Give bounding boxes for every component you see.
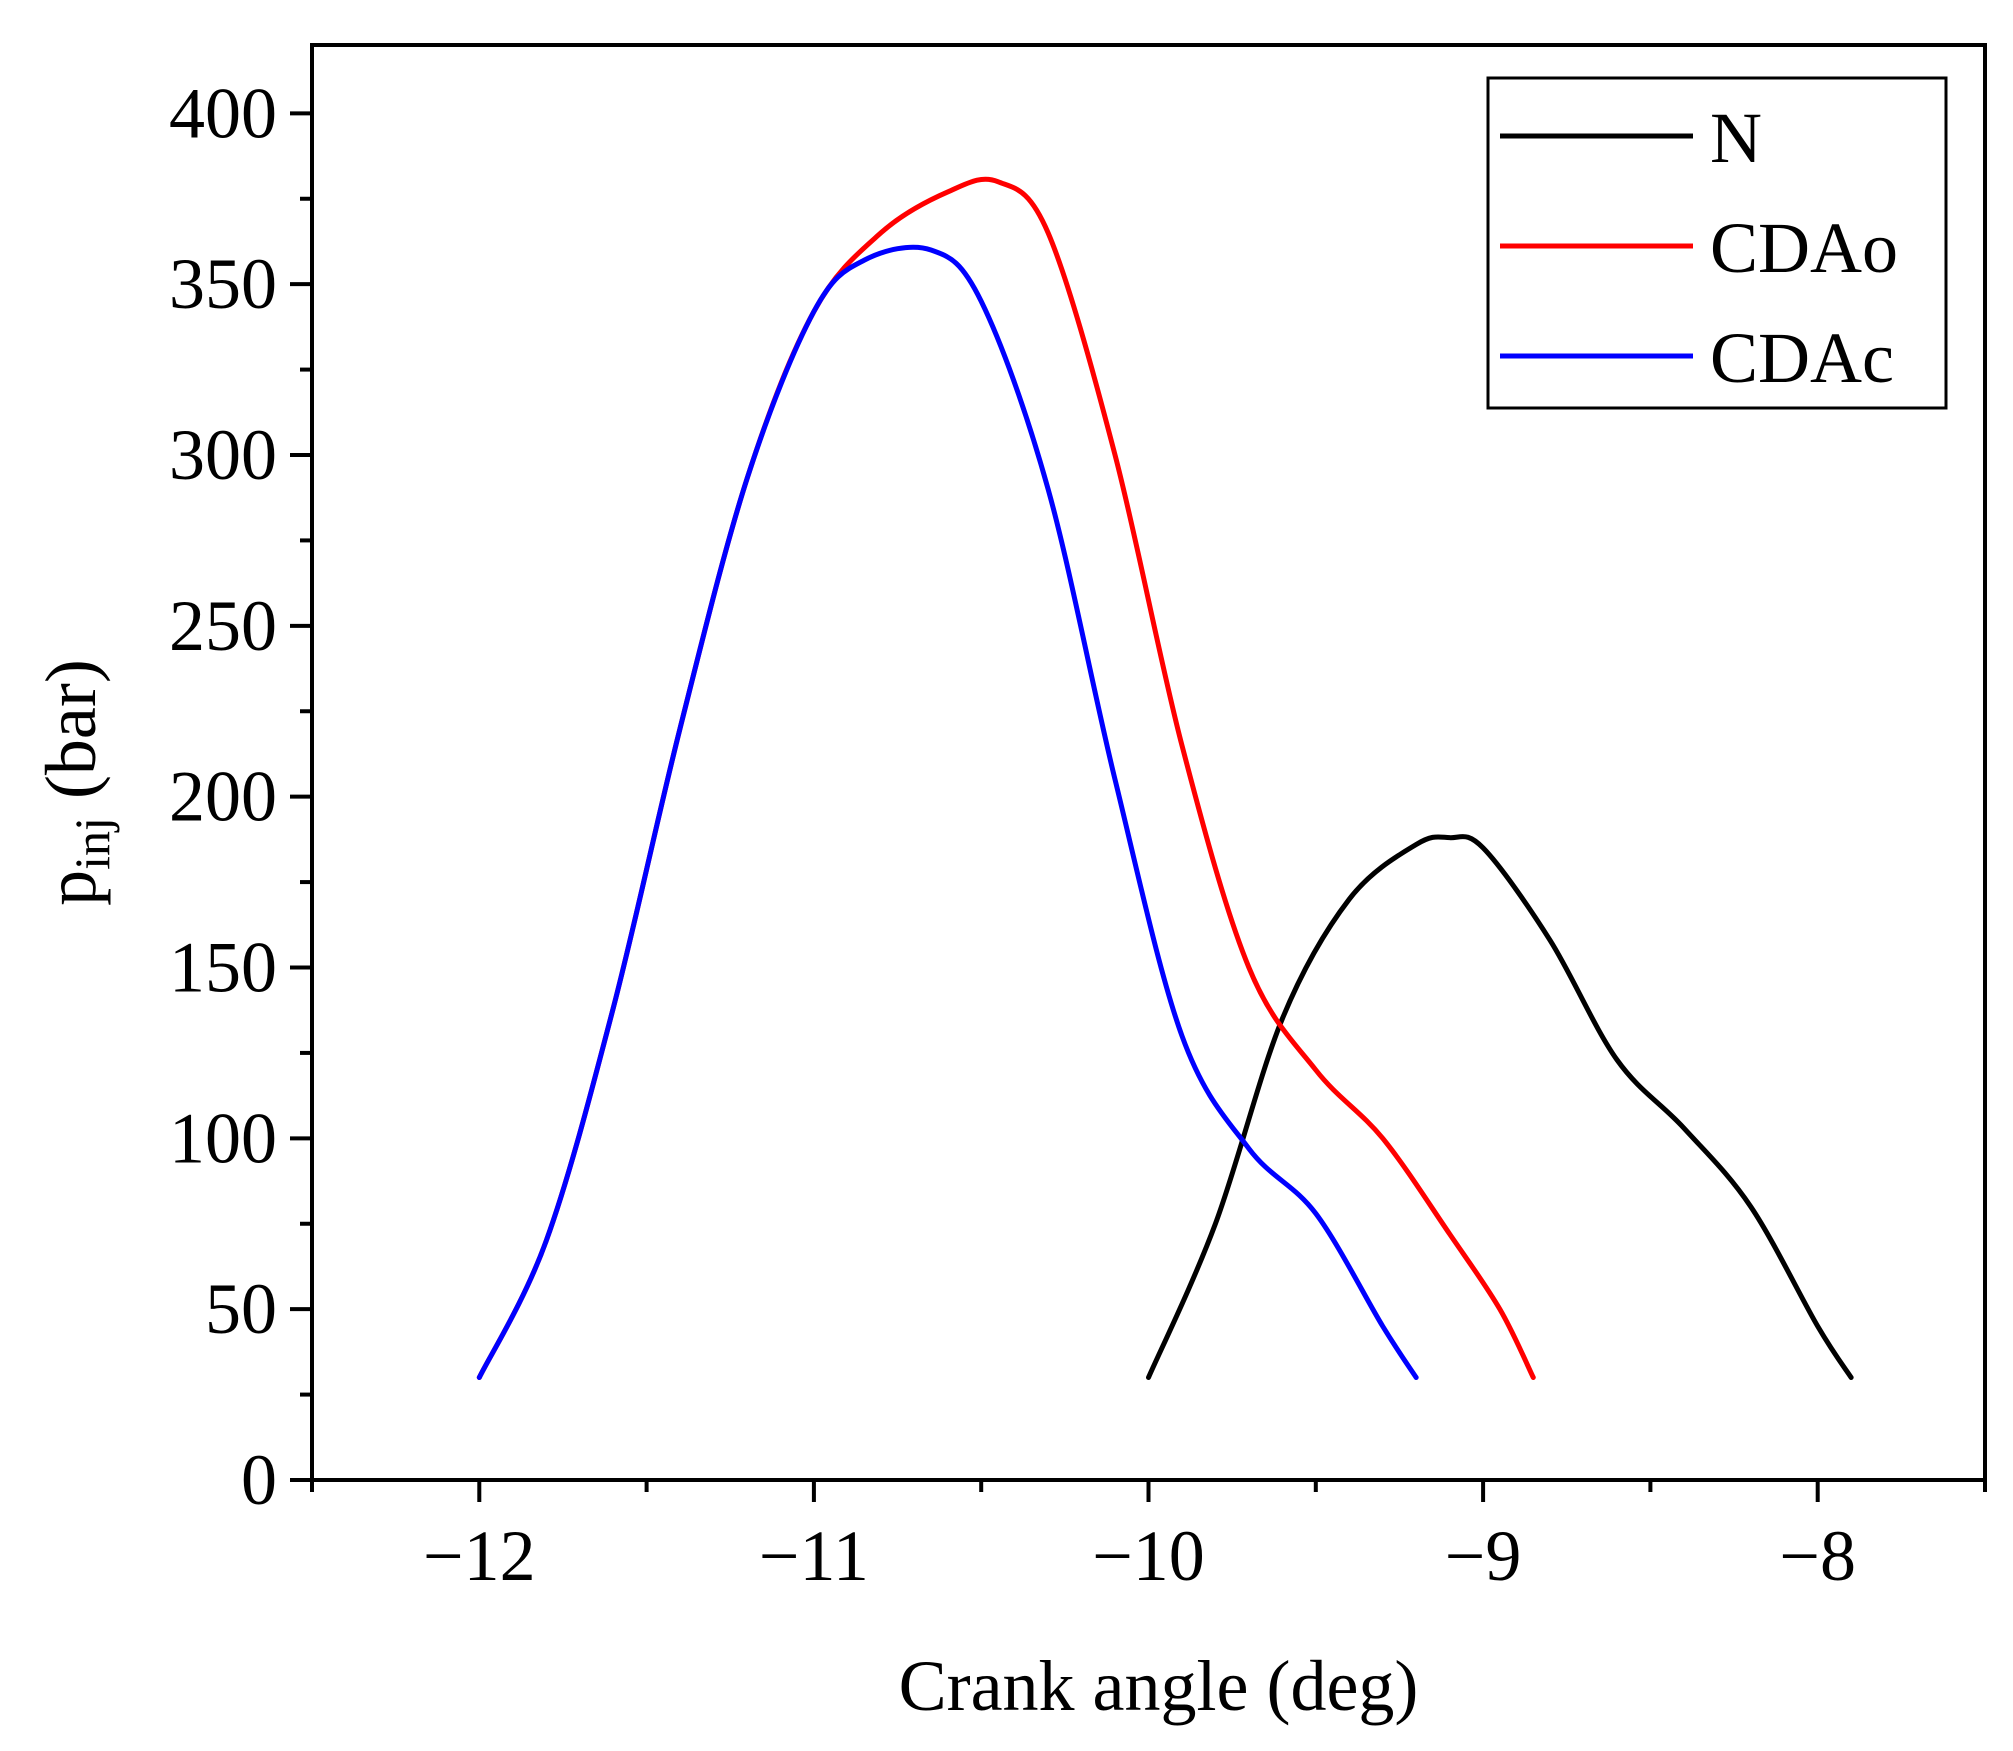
y-axis-title-unit: (bar): [31, 659, 111, 799]
legend-label-cdac: CDAc: [1710, 318, 1894, 398]
legend-label-cdao: CDAo: [1710, 208, 1898, 288]
y-tick-label: 0: [241, 1440, 277, 1520]
series-line-cdac: [476, 244, 1419, 1380]
y-tick-label: 250: [169, 586, 277, 666]
series-lines: [476, 176, 1854, 1380]
legend-box: [1486, 76, 1948, 410]
x-tick-label: −11: [759, 1516, 869, 1596]
y-tick-label: 150: [169, 928, 277, 1008]
legend-label-n: N: [1710, 98, 1762, 178]
y-axis-title-base: p: [31, 870, 111, 906]
y-axis-title: pinj (bar): [31, 659, 120, 906]
y-axis-title-subscript: inj: [64, 817, 120, 870]
y-tick-label: 50: [205, 1269, 277, 1349]
y-tick-label: 350: [169, 244, 277, 324]
x-tick-label: −8: [1779, 1516, 1856, 1596]
y-tick-label: 100: [169, 1098, 277, 1178]
x-tick-label: −12: [423, 1516, 536, 1596]
x-axis-tick-labels: −12 −11 −10 −9 −8: [423, 1516, 1856, 1596]
y-tick-label: 300: [169, 415, 277, 495]
y-axis-ticks: [290, 111, 312, 1482]
y-tick-label: 400: [169, 73, 277, 153]
x-tick-label: −10: [1092, 1516, 1205, 1596]
plot-area-frame: [310, 43, 1987, 1482]
x-axis-title: Crank angle (deg): [899, 1646, 1419, 1726]
series-line-n: [1146, 834, 1854, 1380]
legend: N CDAo CDAc: [1486, 76, 1948, 410]
y-axis-tick-labels: 0 50 100 150 200 250 300 350 400: [169, 73, 277, 1520]
x-axis-ticks: [310, 1480, 1987, 1502]
y-tick-label: 200: [169, 757, 277, 837]
x-tick-label: −9: [1445, 1516, 1522, 1596]
